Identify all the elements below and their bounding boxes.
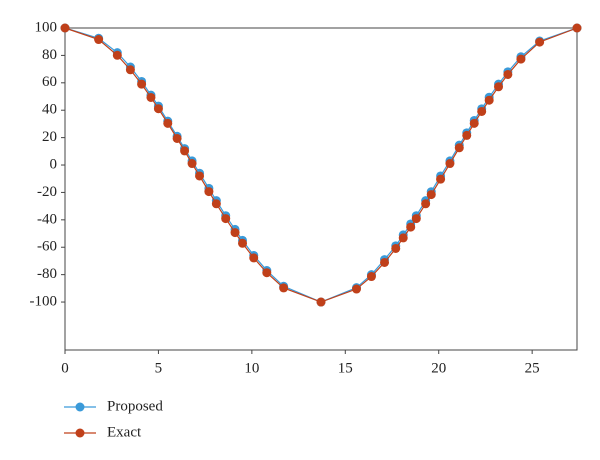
y-tick-label: -100 bbox=[30, 293, 58, 309]
y-tick-label: 60 bbox=[42, 74, 57, 90]
point bbox=[391, 243, 401, 253]
point bbox=[516, 54, 526, 64]
x-tick-label: 15 bbox=[338, 360, 353, 376]
point bbox=[204, 187, 214, 197]
point bbox=[249, 253, 259, 263]
point bbox=[398, 233, 408, 243]
point bbox=[94, 35, 104, 45]
y-tick-label: 0 bbox=[50, 156, 58, 172]
point bbox=[180, 146, 190, 156]
legend-label: Proposed bbox=[107, 398, 163, 414]
point bbox=[426, 190, 436, 200]
x-tick-label: 25 bbox=[525, 360, 540, 376]
y-tick-label: -20 bbox=[37, 184, 57, 200]
point bbox=[279, 283, 289, 293]
plot-frame bbox=[64, 27, 578, 351]
x-tick-label: 0 bbox=[61, 360, 69, 376]
point bbox=[238, 238, 248, 248]
point bbox=[137, 79, 147, 89]
point bbox=[572, 23, 582, 33]
point bbox=[221, 214, 231, 224]
point bbox=[195, 171, 205, 181]
y-tick-label: 40 bbox=[42, 102, 57, 118]
point bbox=[462, 130, 472, 140]
x-tick-label: 5 bbox=[155, 360, 163, 376]
point bbox=[125, 65, 135, 75]
point bbox=[211, 199, 221, 209]
point bbox=[477, 106, 487, 116]
point bbox=[366, 272, 376, 282]
y-tick-label: -60 bbox=[37, 239, 57, 255]
point bbox=[163, 118, 173, 128]
y-tick-label: 100 bbox=[35, 19, 58, 35]
point bbox=[230, 228, 240, 238]
point bbox=[60, 23, 70, 33]
legend-marker bbox=[75, 402, 85, 412]
point bbox=[484, 95, 494, 105]
point bbox=[535, 37, 545, 47]
y-tick-label: -80 bbox=[37, 266, 57, 282]
series-line bbox=[64, 27, 578, 303]
point bbox=[503, 69, 513, 79]
point bbox=[380, 257, 390, 267]
x-tick-label: 20 bbox=[431, 360, 446, 376]
point bbox=[494, 82, 504, 92]
y-tick-label: -40 bbox=[37, 211, 57, 227]
point bbox=[454, 143, 464, 153]
point bbox=[146, 92, 156, 102]
series-line bbox=[64, 27, 578, 303]
y-tick-label: 20 bbox=[42, 129, 57, 145]
point bbox=[316, 297, 326, 307]
point bbox=[411, 214, 421, 224]
point bbox=[469, 118, 479, 128]
point bbox=[436, 174, 446, 184]
point bbox=[421, 199, 431, 209]
point bbox=[406, 222, 416, 232]
y-tick-label: 80 bbox=[42, 47, 57, 63]
point bbox=[445, 159, 455, 169]
point bbox=[262, 268, 272, 278]
point bbox=[153, 104, 163, 114]
legend-label: Exact bbox=[107, 424, 142, 440]
point bbox=[352, 284, 362, 294]
legend-marker bbox=[75, 428, 85, 438]
point bbox=[172, 133, 182, 143]
x-tick-label: 10 bbox=[244, 360, 259, 376]
point bbox=[112, 50, 122, 60]
point bbox=[187, 159, 197, 169]
